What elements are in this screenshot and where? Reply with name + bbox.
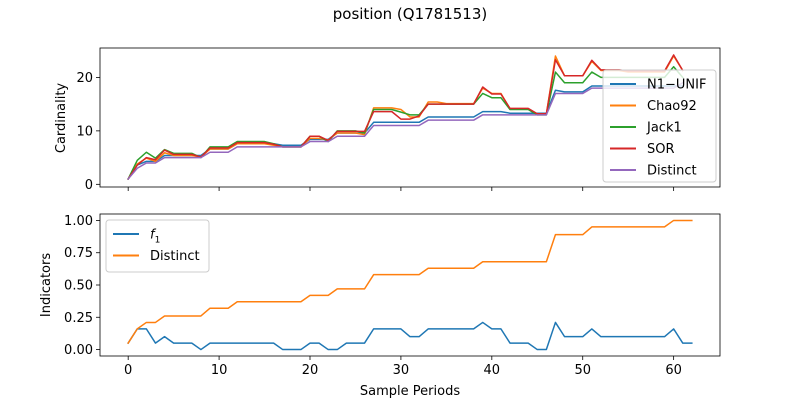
cardinality-y-axis-label: Cardinality bbox=[54, 83, 69, 154]
cardinality-legend-box bbox=[602, 69, 717, 183]
indicators-series-layer bbox=[127, 219, 693, 351]
indicators-x-ticks: 0 10 20 30 40 50 60 bbox=[124, 356, 682, 378]
indicators-y-tick-label: 1.00 bbox=[64, 214, 93, 229]
cardinality-y-tick-label: 0 bbox=[85, 178, 93, 193]
indicators-x-tick-label: 0 bbox=[124, 363, 132, 378]
indicators-y-axis-label: Indicators bbox=[39, 253, 54, 317]
cardinality-legend-label-3: SOR bbox=[647, 142, 675, 157]
cardinality-legend-label-1: Chao92 bbox=[647, 99, 697, 114]
cardinality-axes-frame bbox=[99, 47, 721, 188]
indicators-y-ticks: 0.00 0.25 0.50 0.75 1.00 bbox=[64, 214, 100, 358]
cardinality-series-line-4 bbox=[127, 81, 684, 181]
indicators-x-tick-label: 50 bbox=[574, 363, 591, 378]
cardinality-y-tick-label: 10 bbox=[76, 124, 93, 139]
indicators-x-tick-label: 20 bbox=[302, 363, 319, 378]
cardinality-legend-label-0: N1−UNIF bbox=[647, 78, 706, 93]
indicators-y-tick-label: 0.25 bbox=[64, 311, 93, 326]
indicators-x-tick-label: 10 bbox=[211, 363, 228, 378]
cardinality-panel: 0 10 20 Cardinality N1−UNIF Chao92 Jack1 SOR D… bbox=[54, 47, 721, 193]
indicators-y-tick-label: 0.00 bbox=[64, 343, 93, 358]
cardinality-series-line-3 bbox=[127, 54, 684, 181]
indicators-x-tick-label: 40 bbox=[484, 363, 501, 378]
indicators-legend: f1 Distinct bbox=[105, 219, 210, 273]
cardinality-legend-label-4: Distinct bbox=[647, 164, 697, 179]
figure-title: position (Q1781513) bbox=[333, 5, 488, 23]
cardinality-legend-label-2: Jack1 bbox=[646, 121, 682, 136]
indicators-x-tick-label: 60 bbox=[665, 363, 682, 378]
cardinality-x-ticks bbox=[127, 187, 675, 191]
x-axis-label: Sample Periods bbox=[360, 384, 460, 399]
indicators-legend-label-0: f1 bbox=[150, 228, 160, 246]
indicators-panel: 0 10 20 30 40 50 60 0.00 0.25 0.50 0.75 1.00 Indic… bbox=[39, 213, 721, 399]
cardinality-y-tick-label: 20 bbox=[76, 71, 93, 86]
indicators-x-tick-label: 30 bbox=[393, 363, 410, 378]
indicators-series-line-1 bbox=[127, 219, 693, 345]
indicators-legend-box bbox=[105, 219, 210, 273]
cardinality-series-layer bbox=[127, 54, 684, 181]
indicators-legend-label-1: Distinct bbox=[150, 249, 200, 264]
indicators-y-tick-label: 0.75 bbox=[64, 246, 93, 261]
cardinality-legend: N1−UNIF Chao92 Jack1 SOR Distinct bbox=[602, 69, 717, 183]
indicators-y-tick-label: 0.50 bbox=[64, 279, 93, 294]
cardinality-y-ticks: 0 10 20 bbox=[76, 71, 100, 193]
indicators-series-line-0 bbox=[127, 321, 693, 351]
cardinality-series-line-2 bbox=[127, 65, 684, 180]
